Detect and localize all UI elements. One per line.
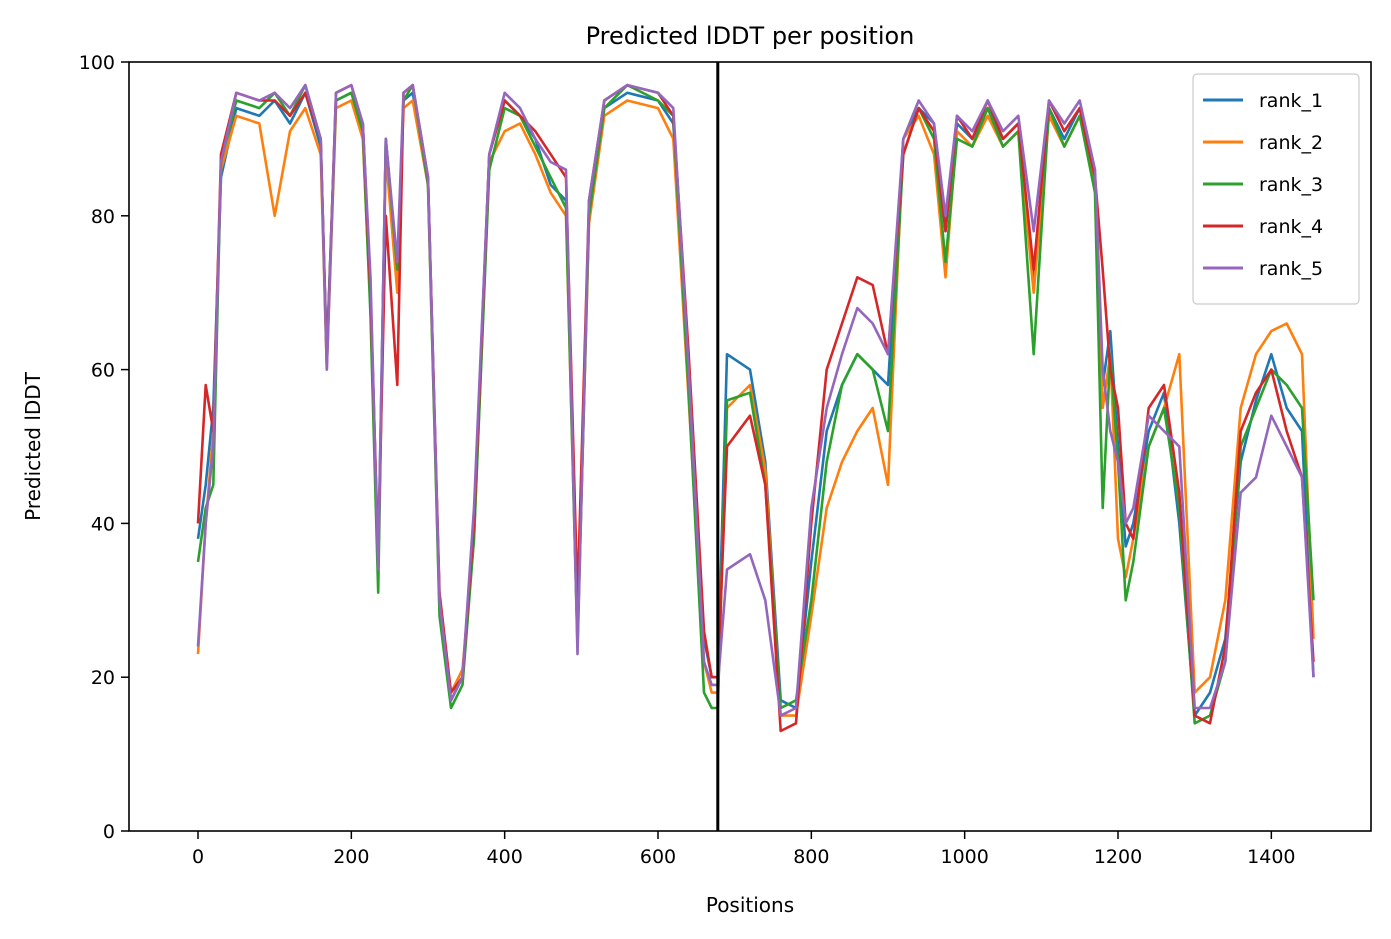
legend-label-rank_1: rank_1 (1259, 90, 1323, 112)
y-axis-title: Predicted lDDT (21, 371, 45, 521)
y-axis-ticks: 0 20 40 60 80 100 (79, 52, 129, 843)
x-tick-label: 400 (487, 846, 523, 868)
y-tick-label: 60 (91, 360, 115, 382)
legend-label-rank_2: rank_2 (1259, 132, 1323, 154)
x-tick-label: 800 (793, 846, 829, 868)
x-tick-label: 200 (333, 846, 369, 868)
series-layer (196, 83, 1315, 733)
series-line-rank_5 (196, 83, 1315, 717)
legend-label-rank_5: rank_5 (1259, 258, 1323, 280)
x-tick-label: 1200 (1094, 846, 1142, 868)
x-tick-label: 1000 (940, 846, 988, 868)
x-tick-label: 1400 (1247, 846, 1295, 868)
legend-label-rank_3: rank_3 (1259, 174, 1323, 196)
plot-frame (128, 61, 1372, 832)
chart-title: Predicted lDDT per position (586, 22, 915, 50)
y-tick-label: 0 (103, 821, 115, 843)
y-tick-label: 40 (91, 513, 115, 535)
x-tick-label: 0 (192, 846, 204, 868)
x-axis-title: Positions (706, 893, 794, 917)
legend-box (1192, 73, 1360, 305)
y-tick-label: 100 (79, 52, 115, 74)
legend: rank_1 rank_2 rank_3 rank_4 rank_5 (1192, 73, 1360, 305)
y-tick-label: 20 (91, 667, 115, 689)
x-tick-label: 600 (640, 846, 676, 868)
legend-label-rank_4: rank_4 (1259, 216, 1323, 238)
y-tick-label: 80 (91, 206, 115, 228)
x-axis-ticks: 0 200 400 600 800 1000 1200 1400 (192, 831, 1296, 868)
